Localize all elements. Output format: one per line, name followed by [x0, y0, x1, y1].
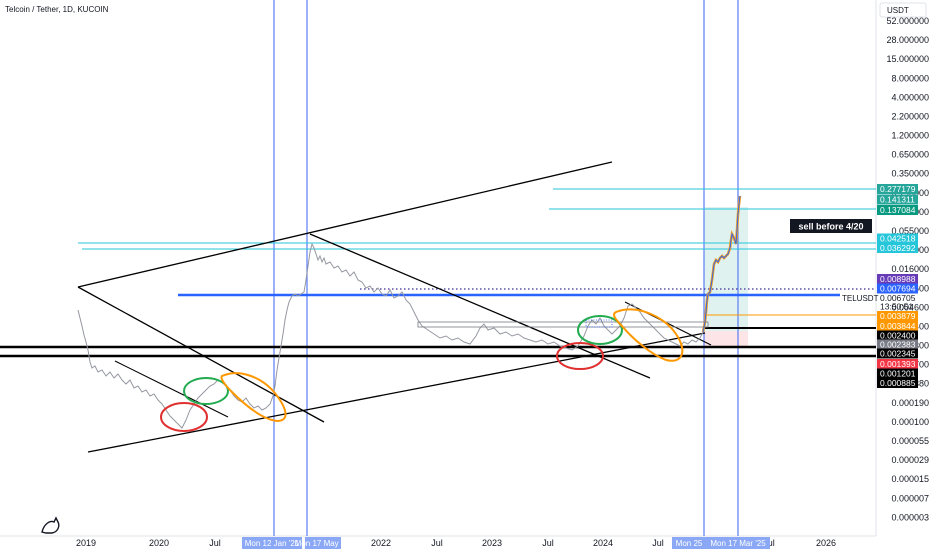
price-badge-label: 0.001393 [880, 359, 916, 369]
orange-circle-1[interactable] [220, 372, 287, 423]
downtrend-line-1[interactable] [77, 286, 325, 423]
price-badge[interactable] [877, 184, 918, 194]
y-tick-label: 0.000003 [891, 512, 929, 522]
x-date-label: Mon 25 [676, 539, 703, 548]
annotation-box[interactable] [790, 219, 872, 233]
x-tick-label: Jul [431, 538, 443, 548]
x-tick-label: 2020 [149, 538, 169, 548]
y-tick-label: 1.200000 [891, 131, 929, 141]
price-badge[interactable] [877, 378, 918, 388]
y-tick-label: 0.350000 [891, 169, 929, 179]
tradingview-logo-icon [41, 516, 60, 534]
y-tick-label: 4.000000 [891, 92, 929, 102]
plot-area[interactable] [0, 0, 876, 536]
y-tick-label: 0.000029 [891, 455, 929, 465]
price-badge-label: 0.008988 [880, 274, 916, 284]
y-tick-label: 0.016000 [891, 264, 929, 274]
price-badge[interactable] [877, 321, 918, 331]
price-badge[interactable] [877, 243, 918, 253]
x-tick-label: 2022 [371, 538, 391, 548]
price-badge[interactable] [877, 348, 918, 359]
green-circle-1[interactable] [183, 377, 229, 405]
y-tick-label: 15.000000 [886, 54, 929, 64]
red-circle-1[interactable] [160, 402, 208, 432]
currency-button[interactable] [879, 2, 927, 18]
price-badge-label: 0.036292 [880, 243, 916, 253]
x-tick-label: Jul [542, 538, 554, 548]
y-tick-label: 0.000007 [891, 493, 929, 503]
price-badge-label: 0.141311 [880, 195, 915, 205]
price-badge[interactable] [877, 194, 918, 205]
x-date-highlight[interactable] [305, 537, 341, 549]
price-badge-label: 0.137084 [880, 205, 916, 215]
x-tick-labels: 20192020Jul2022Jul2023Jul2024JulJul2026M… [76, 537, 836, 549]
price-badge[interactable] [877, 339, 918, 350]
price-badge[interactable] [877, 359, 918, 369]
y-tick-label: 0.000100 [891, 417, 929, 427]
x-date-highlight[interactable] [242, 537, 302, 549]
y-tick-label: 28.000000 [886, 35, 929, 45]
price-badge-label: 0.277179 [880, 184, 916, 194]
price-badge-label: 0.002383 [880, 340, 916, 350]
y-tick-label: 8.000000 [891, 73, 929, 83]
x-tick-label: Jul [209, 538, 221, 548]
x-date-label: Mon 17 Mar '25 [710, 539, 766, 548]
y-tick-label: 0.000055 [891, 436, 929, 446]
currency-label: USDT [887, 6, 909, 15]
small-dotted-box[interactable] [585, 319, 613, 328]
long-position-loss-zone[interactable] [704, 331, 748, 346]
price-badge[interactable] [877, 205, 918, 215]
red-circle-2[interactable] [556, 342, 604, 370]
price-badge-label: 0.001201 [880, 369, 916, 379]
price-badge-label: 0.002400 [880, 331, 916, 341]
y-tick-label: 2.200000 [891, 111, 929, 121]
y-tick-label: 0.650000 [891, 150, 929, 160]
short-downtrend-1[interactable] [114, 360, 229, 418]
price-series[interactable] [77, 242, 704, 429]
annotation-text: sell before 4/20 [798, 222, 863, 232]
long-position-profit-zone[interactable] [704, 207, 748, 331]
price-badge-label: 0.042518 [880, 234, 916, 244]
price-badge[interactable] [877, 311, 918, 321]
x-date-highlight[interactable] [706, 537, 770, 549]
channel-upper-line[interactable] [77, 161, 613, 288]
price-badge-label: 0.007694 [880, 284, 916, 294]
x-tick-label: Jul [652, 538, 664, 548]
y-tick-label: 0.055000 [891, 226, 929, 236]
x-date-highlight[interactable] [672, 537, 706, 549]
price-badge-label: 0.003879 [880, 311, 916, 321]
consolidation-box[interactable] [417, 321, 709, 328]
price-badge-label: 13:50:51 [880, 302, 913, 312]
price-badge-label: 0.006705 [880, 293, 916, 303]
price-badge[interactable] [877, 330, 918, 341]
y-tick-label: 0.000190 [891, 398, 929, 408]
price-badge-label: 0.003844 [880, 321, 916, 331]
x-date-label: Mon 12 Jan '21 [245, 539, 300, 548]
orange-circle-2[interactable] [613, 308, 684, 362]
x-tick-label: 2024 [593, 538, 613, 548]
price-badge-label: 0.002345 [880, 349, 916, 359]
price-badge[interactable] [877, 368, 918, 379]
downtrend-line-2[interactable] [309, 233, 651, 379]
projection-series-inner [702, 195, 741, 333]
y-tick-label: 0.004600 [891, 302, 929, 312]
x-tick-label: 2023 [482, 538, 502, 548]
x-tick-label: 2019 [76, 538, 96, 548]
x-date-label: Mon 17 May '21 [295, 539, 352, 548]
price-badge[interactable] [877, 283, 918, 294]
price-badge[interactable] [877, 274, 918, 284]
chart-title: Telcoin / Tether, 1D, KUCOIN [5, 5, 109, 14]
price-badge[interactable] [877, 233, 918, 244]
price-badge-label: 0.000885 [880, 378, 916, 388]
x-tick-label: 2026 [816, 538, 836, 548]
green-circle-2[interactable] [577, 315, 623, 345]
symbol-label: TELUSDT [842, 294, 879, 303]
y-tick-label: 52.000000 [886, 16, 929, 26]
y-tick-label: 0.000015 [891, 474, 929, 484]
